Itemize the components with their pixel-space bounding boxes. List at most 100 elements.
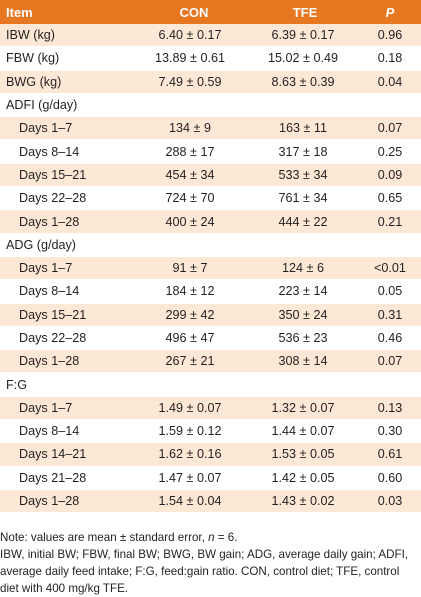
cell-item: Days 14–21: [19, 447, 87, 462]
table-row: Days 14–21 1.62 ± 0.16 1.53 ± 0.05 0.61: [0, 443, 421, 467]
cell-item: ADFI (g/day): [6, 98, 78, 113]
cell-p: 0.18: [377, 51, 403, 66]
note-stats: Note: values are mean ± standard error, …: [0, 529, 416, 546]
cell-con: 1.47 ± 0.07: [158, 470, 222, 485]
note-stats-suffix: = 6.: [214, 531, 238, 544]
table-row: Days 1–28 267 ± 21 308 ± 14 0.07: [0, 350, 421, 374]
cell-con: 184 ± 12: [165, 284, 215, 299]
cell-tfe: 163 ± 11: [279, 121, 327, 136]
cell-p: 0.07: [377, 121, 403, 136]
table-row: Days 22–28 724 ± 70 761 ± 34 0.65: [0, 187, 421, 211]
table-row: FBW (kg) 13.89 ± 0.61 15.02 ± 0.49 0.18: [0, 47, 421, 71]
cell-tfe: 308 ± 14: [278, 354, 328, 369]
cell-item: Days 8–14: [19, 424, 80, 439]
cell-tfe: 1.43 ± 0.02: [271, 494, 335, 509]
table-notes: Note: values are mean ± standard error, …: [0, 529, 416, 597]
cell-tfe: 1.44 ± 0.07: [271, 424, 335, 439]
cell-tfe: 15.02 ± 0.49: [268, 51, 338, 66]
cell-item: Days 1–7: [19, 261, 73, 276]
table-row: Days 15–21 454 ± 34 533 ± 34 0.09: [0, 163, 421, 188]
cell-p: 0.46: [377, 331, 403, 345]
cell-con: 299 ± 42: [165, 307, 215, 322]
cell-item: Days 22–28: [19, 331, 87, 345]
cell-p: 0.25: [377, 144, 403, 159]
cell-item: Days 1–28: [19, 494, 80, 509]
cell-tfe: 124 ± 6: [282, 261, 324, 276]
cell-tfe: 350 ± 24: [278, 307, 328, 322]
cell-tfe: 8.63 ± 0.39: [271, 74, 335, 89]
table-row: Days 8–14 288 ± 17 317 ± 18 0.25: [0, 140, 421, 164]
cell-con: 7.49 ± 0.59: [158, 74, 222, 89]
cell-p: 0.05: [377, 284, 403, 299]
table-row: Days 1–7 134 ± 9 163 ± 11 0.07: [0, 117, 421, 141]
cell-con: 1.62 ± 0.16: [158, 447, 222, 462]
cell-tfe: 6.39 ± 0.17: [271, 28, 335, 43]
cell-con: 13.89 ± 0.61: [155, 51, 225, 66]
cell-p: 0.03: [377, 494, 403, 509]
data-table: Item CON TFE P IBW (kg) 6.40 ± 0.17 6.39 ±…: [0, 0, 421, 514]
cell-con: 454 ± 34: [165, 167, 215, 182]
header-p: P: [385, 4, 395, 20]
cell-tfe: 1.32 ± 0.07: [271, 400, 335, 415]
table-row: Days 8–14 184 ± 12 223 ± 14 0.05: [0, 280, 421, 304]
cell-p: 0.65: [377, 191, 403, 206]
cell-item: Days 8–14: [19, 284, 80, 299]
table-row: Days 8–14 1.59 ± 0.12 1.44 ± 0.07 0.30: [0, 420, 421, 444]
table-header-row: Item CON TFE P: [0, 0, 421, 24]
cell-con: 724 ± 70: [165, 191, 215, 206]
cell-con: 6.40 ± 0.17: [158, 28, 222, 43]
cell-tfe: 223 ± 14: [278, 284, 328, 299]
table-row: BWG (kg) 7.49 ± 0.59 8.63 ± 0.39 0.04: [0, 70, 421, 94]
cell-item: Days 1–7: [19, 400, 73, 415]
cell-con: 288 ± 17: [165, 144, 215, 159]
cell-p: <0.01: [374, 261, 406, 276]
cell-tfe: 536 ± 23: [278, 331, 328, 345]
table-row: Days 1–28 400 ± 24 444 ± 22 0.21: [0, 210, 421, 234]
cell-p: 0.07: [377, 354, 403, 369]
cell-item: Days 15–21: [19, 307, 87, 322]
note-abbreviations: IBW, initial BW; FBW, final BW; BWG, BW …: [0, 548, 409, 595]
table-row: Days 1–28 1.54 ± 0.04 1.43 ± 0.02 0.03: [0, 489, 421, 514]
cell-item: IBW (kg): [6, 28, 55, 43]
cell-con: 267 ± 21: [165, 354, 215, 369]
header-item: Item: [6, 4, 33, 20]
cell-con: 1.49 ± 0.07: [158, 400, 222, 415]
cell-item: Days 15–21: [19, 167, 87, 182]
cell-item: Days 21–28: [19, 470, 87, 485]
cell-item: Days 1–28: [19, 354, 80, 369]
cell-item: Days 1–28: [19, 214, 80, 229]
cell-con: 1.59 ± 0.12: [158, 424, 222, 439]
cell-con: 1.54 ± 0.04: [158, 494, 222, 509]
table-section-row: ADFI (g/day): [0, 94, 421, 118]
cell-tfe: 1.42 ± 0.05: [271, 470, 335, 485]
cell-p: 0.31: [377, 307, 403, 322]
cell-p: 0.09: [377, 167, 403, 182]
cell-p: 0.61: [377, 447, 403, 462]
table-row: Days 22–28 496 ± 47 536 ± 23 0.46: [0, 327, 421, 351]
cell-tfe: 444 ± 22: [278, 214, 328, 229]
table-row: IBW (kg) 6.40 ± 0.17 6.39 ± 0.17 0.96: [0, 24, 421, 48]
cell-tfe: 1.53 ± 0.05: [271, 447, 335, 462]
table-row: Days 1–7 91 ± 7 124 ± 6 <0.01: [0, 256, 421, 281]
cell-p: 0.21: [377, 214, 403, 229]
cell-p: 0.04: [377, 74, 403, 89]
cell-con: 496 ± 47: [165, 331, 215, 345]
cell-p: 0.60: [377, 470, 403, 485]
cell-con: 400 ± 24: [165, 214, 215, 229]
cell-item: Days 8–14: [19, 144, 80, 159]
header-con: CON: [179, 4, 209, 20]
cell-item: BWG (kg): [6, 74, 62, 89]
table-row: Days 21–28 1.47 ± 0.07 1.42 ± 0.05 0.60: [0, 467, 421, 490]
header-tfe: TFE: [292, 4, 318, 20]
cell-item: F:G: [6, 377, 27, 392]
cell-p: 0.30: [377, 424, 403, 439]
cell-item: Days 1–7: [19, 121, 73, 136]
cell-tfe: 761 ± 34: [278, 191, 328, 206]
cell-item: Days 22–28: [19, 191, 87, 206]
table-section-row: ADG (g/day): [0, 234, 421, 257]
cell-con: 134 ± 9: [169, 121, 211, 136]
note-n: n: [208, 531, 215, 544]
cell-p: 0.13: [377, 400, 403, 415]
cell-item: ADG (g/day): [6, 237, 76, 252]
table-body: IBW (kg) 6.40 ± 0.17 6.39 ± 0.17 0.96 FBW (k…: [0, 24, 421, 514]
